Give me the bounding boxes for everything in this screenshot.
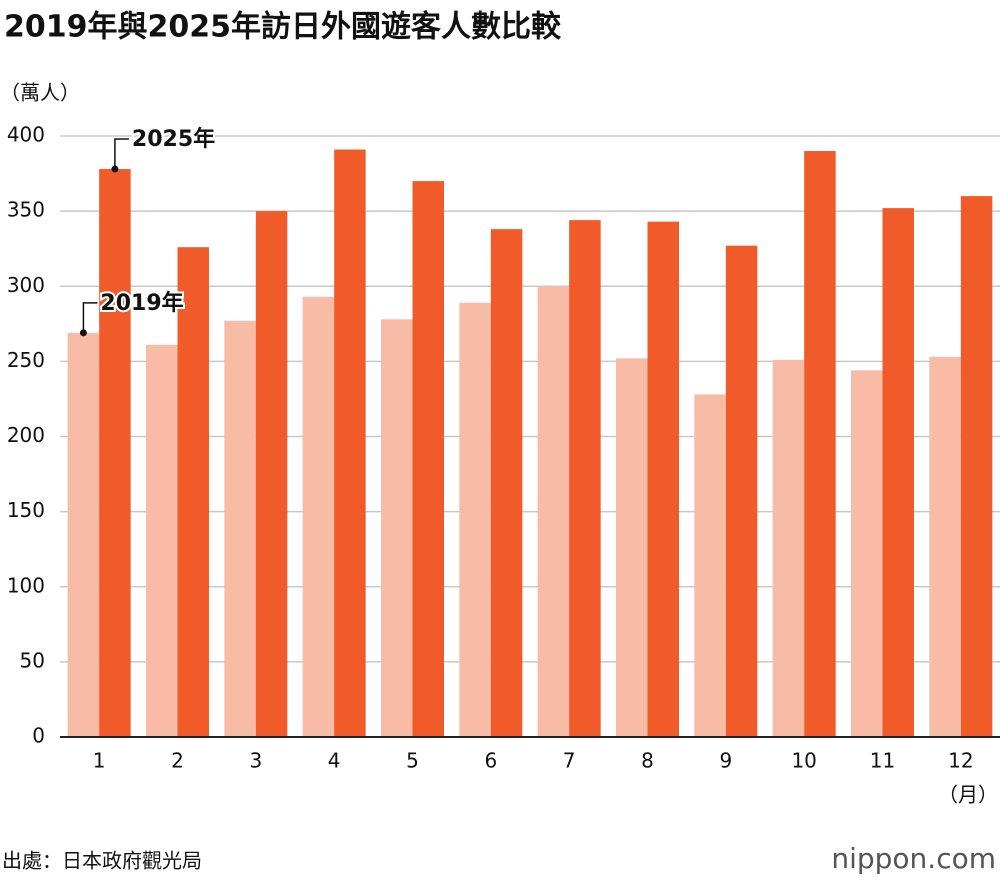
bar <box>537 286 570 737</box>
bar <box>490 229 523 737</box>
y-tick-label: 200 <box>7 423 45 447</box>
y-tick-label: 100 <box>7 573 45 597</box>
y-unit: （萬人） <box>0 81 80 105</box>
bar <box>334 149 366 737</box>
x-tick-label: 1 <box>93 749 106 773</box>
x-tick-label: 3 <box>249 749 262 773</box>
x-tick-label: 8 <box>641 749 654 773</box>
x-tick-label: 6 <box>484 749 497 773</box>
logo: nippon.com <box>831 842 996 875</box>
bar <box>804 151 836 737</box>
series-label: 2019年 <box>100 290 183 316</box>
y-tick-label: 50 <box>20 648 45 672</box>
bar <box>177 247 209 737</box>
chart-title: 2019年與2025年訪日外國遊客人數比較 <box>4 10 562 45</box>
y-tick-label: 0 <box>32 724 45 748</box>
bar <box>929 356 961 737</box>
x-tick-label: 4 <box>328 749 341 773</box>
bar <box>412 181 444 737</box>
bar <box>772 359 805 737</box>
x-tick-label: 5 <box>406 749 419 773</box>
x-tick-label: 9 <box>719 749 732 773</box>
y-tick-label: 250 <box>7 348 45 372</box>
bar <box>67 332 100 737</box>
leader-line <box>114 138 129 170</box>
x-unit: （月） <box>938 783 998 807</box>
bar <box>725 245 758 737</box>
series-label: 2025年 <box>132 126 215 152</box>
bar <box>647 221 679 737</box>
x-tick-label: 2 <box>171 749 184 773</box>
source: 出處：日本政府觀光局 <box>2 849 202 873</box>
bar <box>255 211 288 737</box>
bar <box>960 196 993 738</box>
bar <box>851 370 883 737</box>
y-tick-label: 300 <box>7 273 45 297</box>
bar <box>99 169 131 737</box>
x-tick-label: 7 <box>563 749 576 773</box>
bar <box>616 358 648 737</box>
bar <box>146 344 178 737</box>
y-tick-label: 350 <box>7 198 45 222</box>
y-tick-label: 150 <box>7 498 45 522</box>
leader-line <box>82 302 98 333</box>
bar <box>694 394 726 737</box>
bar <box>302 296 335 737</box>
bar <box>882 208 914 737</box>
bar <box>224 320 256 737</box>
bar <box>569 220 601 737</box>
x-tick-label: 12 <box>948 749 973 773</box>
y-tick-label: 400 <box>7 123 45 147</box>
bar <box>381 319 413 737</box>
bar <box>459 302 491 737</box>
x-tick-label: 10 <box>791 749 816 773</box>
x-tick-label: 11 <box>870 749 895 773</box>
